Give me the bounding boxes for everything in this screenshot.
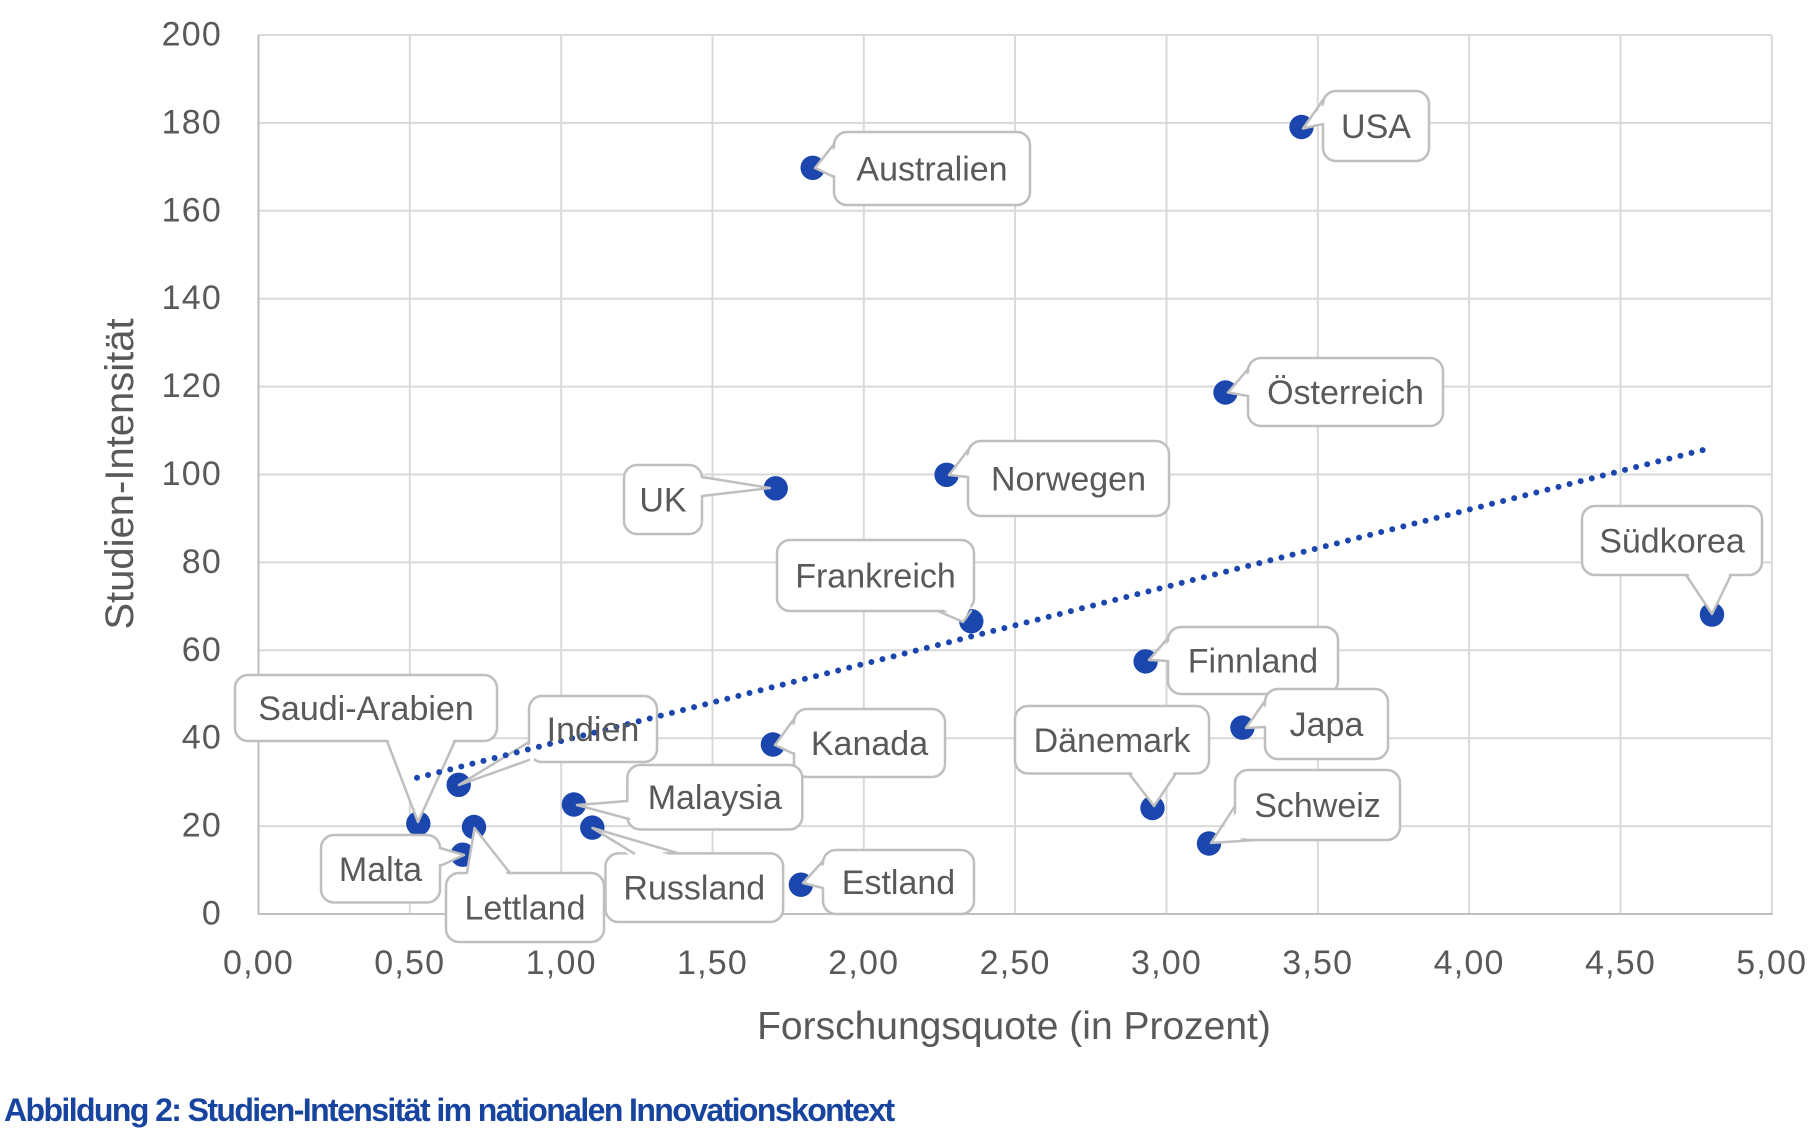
svg-text:4,50: 4,50 (1585, 944, 1656, 982)
svg-text:40: 40 (182, 719, 222, 757)
svg-text:Estland: Estland (842, 864, 955, 902)
svg-text:120: 120 (162, 367, 222, 405)
svg-text:Österreich: Österreich (1267, 374, 1424, 412)
svg-text:3,50: 3,50 (1282, 944, 1353, 982)
svg-text:Schweiz: Schweiz (1254, 787, 1381, 825)
svg-text:Indien: Indien (547, 711, 640, 749)
svg-text:Südkorea: Südkorea (1599, 523, 1745, 561)
svg-text:Russland: Russland (623, 870, 765, 908)
svg-text:3,00: 3,00 (1131, 944, 1202, 982)
svg-text:Norwegen: Norwegen (991, 461, 1146, 499)
svg-text:4,00: 4,00 (1434, 944, 1505, 982)
svg-text:20: 20 (182, 807, 222, 845)
svg-text:Abbildung 2: Studien-Intensitä: Abbildung 2: Studien-Intensität im natio… (4, 1092, 896, 1128)
svg-text:Malta: Malta (339, 851, 422, 889)
svg-text:2,00: 2,00 (828, 944, 899, 982)
svg-text:0: 0 (202, 895, 222, 933)
svg-text:200: 200 (162, 16, 222, 54)
svg-text:USA: USA (1341, 108, 1411, 146)
svg-text:1,00: 1,00 (526, 944, 597, 982)
svg-text:Australien: Australien (856, 151, 1007, 189)
svg-text:Japa: Japa (1290, 706, 1364, 744)
svg-text:60: 60 (182, 631, 222, 669)
svg-text:0,00: 0,00 (223, 944, 294, 982)
svg-text:140: 140 (162, 279, 222, 317)
svg-text:Studien-Intensität: Studien-Intensität (98, 318, 142, 629)
svg-text:160: 160 (162, 191, 222, 229)
svg-text:5,00: 5,00 (1736, 944, 1807, 982)
svg-text:Dänemark: Dänemark (1034, 722, 1192, 760)
svg-text:Forschungsquote (in Prozent): Forschungsquote (in Prozent) (757, 1005, 1271, 1048)
svg-text:Frankreich: Frankreich (795, 558, 956, 596)
svg-text:1,50: 1,50 (677, 944, 748, 982)
svg-text:180: 180 (162, 103, 222, 141)
svg-text:Malaysia: Malaysia (648, 779, 782, 817)
svg-text:2,50: 2,50 (980, 944, 1051, 982)
svg-text:0,50: 0,50 (374, 944, 445, 982)
svg-text:Lettland: Lettland (465, 890, 586, 928)
svg-text:Saudi-Arabien: Saudi-Arabien (258, 690, 473, 728)
svg-text:100: 100 (162, 455, 222, 493)
svg-text:80: 80 (182, 543, 222, 581)
svg-text:UK: UK (639, 482, 687, 520)
svg-text:Finnland: Finnland (1188, 643, 1318, 681)
svg-text:Kanada: Kanada (811, 725, 928, 763)
